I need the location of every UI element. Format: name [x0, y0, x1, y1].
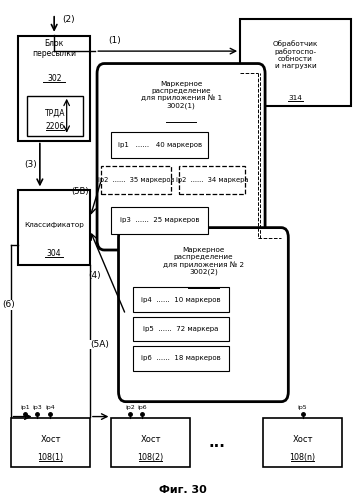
Text: Маркерное
распределение
для приложения № 2
3002(2): Маркерное распределение для приложения №… — [163, 247, 244, 275]
FancyBboxPatch shape — [19, 190, 90, 265]
Text: (2): (2) — [62, 16, 75, 24]
Text: ip2  ......  35 маркеров: ip2 ...... 35 маркеров — [98, 177, 175, 183]
Text: 304: 304 — [47, 249, 61, 258]
FancyBboxPatch shape — [97, 64, 265, 250]
Text: Хост: Хост — [292, 436, 313, 444]
Text: 108(n): 108(n) — [290, 454, 316, 462]
Text: ip6: ip6 — [138, 405, 147, 410]
Text: (5A): (5A) — [90, 340, 109, 349]
Text: (1): (1) — [109, 36, 121, 44]
Text: ip5: ip5 — [298, 405, 307, 410]
Text: 108(2): 108(2) — [138, 454, 164, 462]
Text: 314: 314 — [289, 95, 302, 101]
FancyBboxPatch shape — [19, 36, 90, 140]
Text: Фиг. 30: Фиг. 30 — [159, 484, 207, 494]
Text: Хост: Хост — [140, 436, 161, 444]
FancyBboxPatch shape — [11, 418, 90, 468]
Text: ip3  ......  25 маркеров: ip3 ...... 25 маркеров — [120, 217, 199, 223]
Text: ip5  ......  72 маркера: ip5 ...... 72 маркера — [143, 326, 219, 332]
Text: ip1: ip1 — [20, 405, 30, 410]
Text: 302: 302 — [47, 74, 61, 83]
FancyBboxPatch shape — [133, 316, 229, 342]
Text: Хост: Хост — [40, 436, 61, 444]
Text: ...: ... — [208, 435, 225, 450]
FancyBboxPatch shape — [133, 288, 229, 312]
FancyBboxPatch shape — [133, 346, 229, 371]
Text: ip2: ip2 — [125, 405, 135, 410]
Text: ip4  ......  10 маркеров: ip4 ...... 10 маркеров — [141, 296, 221, 302]
FancyBboxPatch shape — [27, 96, 83, 136]
Text: Маркерное
распределение
для приложения № 1
3002(1): Маркерное распределение для приложения №… — [140, 81, 222, 109]
Text: (4): (4) — [89, 272, 101, 280]
Text: ip2  ......  34 маркера: ip2 ...... 34 маркера — [176, 177, 249, 183]
FancyBboxPatch shape — [179, 166, 245, 194]
Text: (3): (3) — [24, 160, 37, 169]
Text: ip3: ip3 — [32, 405, 42, 410]
Text: ip4: ip4 — [45, 405, 55, 410]
Text: (5B): (5B) — [71, 187, 89, 196]
Text: Блок
пересылки: Блок пересылки — [32, 39, 76, 58]
FancyBboxPatch shape — [240, 19, 351, 106]
Text: Классификатор: Классификатор — [24, 222, 84, 228]
FancyBboxPatch shape — [111, 207, 208, 234]
FancyBboxPatch shape — [101, 166, 171, 194]
Text: ip6  ......  18 маркеров: ip6 ...... 18 маркеров — [141, 356, 221, 362]
Text: 108(1): 108(1) — [37, 454, 64, 462]
Text: ТРДА: ТРДА — [45, 108, 65, 118]
Text: 2206: 2206 — [46, 122, 65, 131]
Text: Обработчик
работоспо-
собности
и нагрузки: Обработчик работоспо- собности и нагрузк… — [273, 40, 318, 69]
FancyBboxPatch shape — [111, 132, 208, 158]
Text: (6): (6) — [3, 300, 15, 309]
Text: ip1   ......   40 маркеров: ip1 ...... 40 маркеров — [118, 142, 202, 148]
FancyBboxPatch shape — [111, 418, 190, 468]
FancyBboxPatch shape — [118, 228, 288, 402]
FancyBboxPatch shape — [263, 418, 342, 468]
